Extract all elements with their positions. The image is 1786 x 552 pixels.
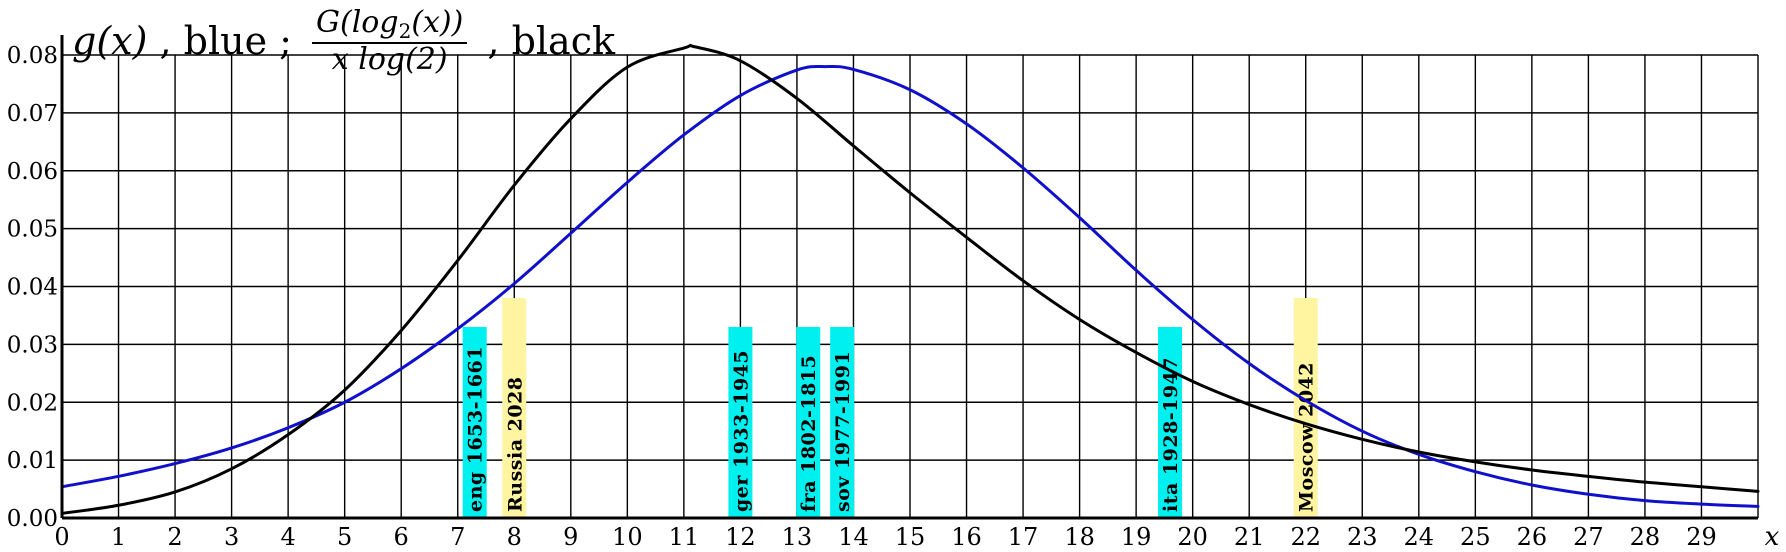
title-sep-black: , black: [475, 19, 616, 63]
annotation-bar-rect: [1158, 327, 1183, 518]
x-tick-label: 4: [280, 523, 295, 551]
title-g: g(x): [72, 19, 148, 63]
x-tick-label: 19: [1121, 523, 1152, 551]
chart-grid: [61, 54, 1759, 519]
series-lines: [60, 43, 1760, 515]
annotation-bar: ger 1933-1945: [728, 327, 753, 518]
x-tick-label: 7: [450, 523, 465, 551]
x-tick-label: 0: [54, 523, 69, 551]
title-fraction-denominator: x log(2): [331, 41, 448, 77]
x-tick-label: 9: [563, 523, 578, 551]
annotation-bar: eng 1653-1661: [462, 327, 487, 518]
y-tick-label: 0.08: [7, 43, 58, 69]
x-tick-label: 12: [725, 523, 756, 551]
annotation-bar: fra 1802-1815: [796, 327, 821, 518]
annotation-bar-rect: [462, 327, 487, 518]
x-axis-label: x: [1765, 522, 1780, 552]
annotation-label: Moscow 2042: [1296, 362, 1318, 512]
x-tick-label: 10: [612, 523, 643, 551]
x-tick-label: 20: [1177, 523, 1208, 551]
y-tick-label: 0.00: [7, 506, 58, 532]
annotation-bar-rect: [728, 327, 753, 518]
y-tick-label: 0.03: [7, 332, 58, 358]
series-line-black: [60, 43, 1760, 515]
x-tick-label: 6: [394, 523, 409, 551]
x-tick-label: 14: [838, 523, 869, 551]
x-tick-label: 27: [1573, 523, 1604, 551]
x-tick-label: 21: [1234, 523, 1265, 551]
chart-title: g(x) , blue ; G(log2(x)) x log(2) , blac…: [72, 0, 615, 82]
x-tick-label: 11: [669, 523, 700, 551]
annotation-bar-rect: [830, 327, 855, 518]
x-tick-label: 15: [895, 523, 926, 551]
annotation-bar-rect: [796, 327, 821, 518]
x-tick-label: 3: [224, 523, 239, 551]
tick-labels: 0 1 2 3 4 5 6 7 8 9 10 11 12 13 14 15 16 17 18 19 20 21 22 23 24…: [7, 43, 1780, 552]
x-tick-label: 22: [1290, 523, 1321, 551]
x-tick-label: 28: [1630, 523, 1661, 551]
annotation-bar-rect: [502, 298, 527, 518]
x-tick-label: 24: [1404, 523, 1435, 551]
x-tick-label: 16: [951, 523, 982, 551]
x-tick-label: 25: [1460, 523, 1491, 551]
annotation-label: ita 1928-1947: [1160, 357, 1182, 512]
annotation-bars: eng 1653-1661 Russia 2028 ger 1933-1945 fra…: [462, 298, 1318, 518]
title-num-post: (x)): [411, 4, 464, 40]
x-tick-label: 18: [1064, 523, 1095, 551]
y-tick-label: 0.04: [7, 275, 58, 301]
title-fraction-numerator: G(log2(x)): [312, 4, 468, 44]
annotation-label: fra 1802-1815: [798, 355, 820, 512]
y-tick-label: 0.01: [7, 448, 58, 474]
x-tick-label: 5: [337, 523, 352, 551]
annotation-label: sov 1977-1991: [832, 351, 854, 512]
annotation-bar: ita 1928-1947: [1158, 327, 1183, 518]
x-tick-label: 17: [1008, 523, 1039, 551]
series-line-blue: [60, 64, 1760, 508]
annotation-bar: sov 1977-1991: [830, 327, 855, 518]
y-tick-label: 0.06: [7, 159, 58, 185]
x-tick-label: 2: [167, 523, 182, 551]
annotation-bar: Russia 2028: [502, 298, 527, 518]
x-tick-label: 26: [1517, 523, 1548, 551]
title-num-pre: G(log: [316, 4, 399, 40]
annotation-label: eng 1653-1661: [465, 346, 487, 512]
x-tick-label: 13: [782, 523, 813, 551]
y-tick-label: 0.05: [7, 217, 58, 243]
title-num-sub: 2: [398, 18, 412, 43]
title-sep-blue: , blue ;: [147, 19, 305, 63]
chart-axes: [60, 35, 1758, 520]
y-tick-label: 0.02: [7, 390, 58, 416]
annotation-label: ger 1933-1945: [730, 350, 752, 512]
annotation-label: Russia 2028: [504, 376, 526, 512]
y-tick-label: 0.07: [7, 101, 58, 127]
x-tick-label: 8: [507, 523, 522, 551]
annotation-bar-rect: [1293, 298, 1318, 518]
title-fraction: G(log2(x)) x log(2): [312, 4, 468, 77]
x-tick-label: 1: [111, 523, 126, 551]
annotation-bar: Moscow 2042: [1293, 298, 1318, 518]
x-tick-label: 29: [1686, 523, 1717, 551]
x-tick-label: 23: [1347, 523, 1378, 551]
